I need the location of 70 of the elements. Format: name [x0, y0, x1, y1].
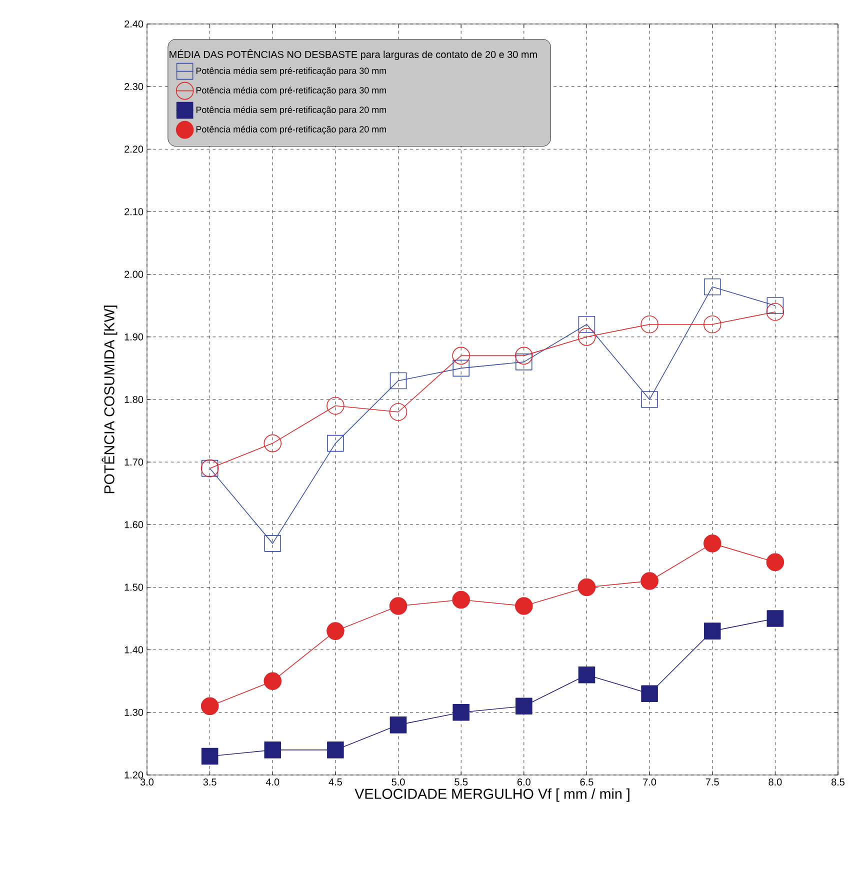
- x-axis-title: VELOCIDADE MERGULHO Vf [ mm / min ]: [354, 788, 630, 802]
- point: [327, 742, 344, 758]
- point: [640, 572, 658, 590]
- point: [390, 716, 407, 734]
- point: [766, 610, 784, 627]
- point: [578, 316, 596, 333]
- point: [327, 434, 344, 452]
- point: [640, 315, 658, 334]
- point: [264, 434, 282, 452]
- point: [515, 346, 533, 365]
- point: [766, 553, 784, 572]
- x-tick-label: 6.5: [580, 778, 594, 786]
- y-tick-label: 1.80: [124, 396, 144, 404]
- point: [452, 346, 470, 365]
- point: [641, 685, 658, 702]
- x-tick-label: 7.0: [643, 778, 656, 786]
- point: [703, 534, 722, 552]
- point: [326, 622, 344, 640]
- x-tick-label: 3.0: [140, 778, 154, 786]
- point: [578, 666, 596, 684]
- legend-title: MÉDIA DAS POTÊNCIAS NO DESBASTE para larguras de contato de 20 e 30 mm: [170, 49, 537, 60]
- point: [704, 622, 721, 640]
- point: [264, 672, 282, 690]
- x-tick-label: 5.5: [454, 778, 468, 786]
- point: [452, 704, 470, 721]
- y-tick-label: 2.40: [124, 20, 144, 28]
- y-tick-label: 1.90: [124, 333, 144, 340]
- point: [704, 278, 721, 296]
- y-tick-label: 1.20: [124, 771, 144, 779]
- point: [390, 372, 407, 390]
- x-tick-label: 8.5: [832, 778, 845, 786]
- y-tick-label: 2.10: [124, 208, 144, 216]
- y-tick-label: 2.20: [124, 146, 144, 153]
- point: [389, 403, 408, 421]
- y-axis-title: POTÊNCIA COSUMIDA [KW]: [102, 306, 118, 494]
- point: [200, 697, 219, 716]
- point: [389, 597, 408, 615]
- point: [578, 578, 596, 596]
- x-tick-label: 5.0: [392, 778, 405, 786]
- point: [326, 396, 344, 415]
- point: [766, 302, 784, 321]
- legend-label: Potência média com pré-retificação para 30 mm: [196, 86, 386, 96]
- point: [452, 590, 470, 609]
- x-tick-label: 4.5: [328, 778, 342, 786]
- point: [515, 597, 533, 615]
- point: [264, 535, 282, 552]
- y-tick-label: 1.60: [124, 521, 144, 528]
- y-tick-label: 1.70: [124, 458, 144, 466]
- point: [516, 698, 532, 715]
- x-tick-label: 6.0: [517, 778, 530, 786]
- point: [766, 297, 784, 314]
- y-tick-label: 2.30: [124, 83, 144, 90]
- point: [578, 328, 596, 346]
- y-tick-label: 1.30: [124, 708, 144, 716]
- x-tick-label: 4.0: [266, 778, 280, 786]
- point: [452, 360, 470, 377]
- x-tick-label: 7.5: [706, 778, 719, 786]
- y-tick-label: 1.50: [124, 584, 144, 591]
- x-tick-label: 3.5: [203, 778, 216, 786]
- y-tick-label: 2.00: [124, 270, 144, 278]
- legend-label: Potência média sem pré-retificação para 20 mm: [196, 106, 386, 115]
- x-tick-label: 8.0: [768, 778, 782, 786]
- point: [264, 742, 282, 758]
- point: [516, 354, 532, 370]
- legend-label: Potência média com pré-retificação para 20 mm: [196, 126, 386, 134]
- legend-label: Potência média sem pré-retificação para 30 mm: [196, 67, 386, 76]
- point: [703, 315, 722, 334]
- y-tick-label: 1.40: [124, 646, 144, 654]
- point: [201, 748, 218, 765]
- point: [641, 391, 658, 408]
